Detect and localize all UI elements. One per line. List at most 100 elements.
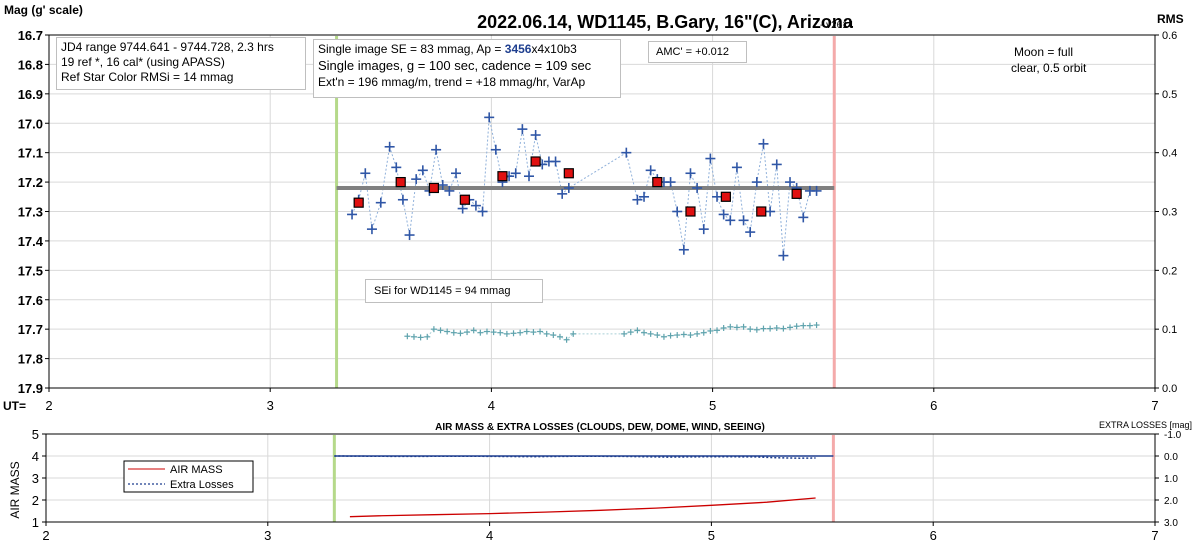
- main-y-tick-label: 16.8: [18, 57, 43, 72]
- sei-point: [444, 328, 451, 335]
- version-label: - v2614: [820, 20, 854, 31]
- observation-point: [550, 156, 561, 167]
- observation-point: [477, 206, 488, 217]
- averaged-point: [459, 194, 470, 205]
- main-x-tick-label: 3: [267, 398, 274, 413]
- observation-point: [811, 185, 822, 196]
- sei-point: [740, 323, 747, 330]
- main-rms-tick-label: 0.2: [1162, 265, 1177, 277]
- observation-point: [639, 191, 650, 202]
- right-axis-label: RMS: [1157, 12, 1184, 26]
- observation-point: [437, 180, 448, 191]
- observation-point: [360, 168, 371, 179]
- observation-point: [563, 182, 574, 193]
- sei-point: [543, 330, 550, 337]
- sei-point: [517, 329, 524, 336]
- observation-point: [698, 224, 709, 235]
- bottom-y-tick-label: 3: [32, 471, 39, 486]
- sei-point: [767, 325, 774, 332]
- sei-point: [647, 330, 654, 337]
- observation-point: [751, 177, 762, 188]
- observation-point: [738, 215, 749, 226]
- observation-point: [484, 112, 495, 123]
- observation-point: [758, 138, 769, 149]
- averaged-point: [791, 188, 802, 199]
- sei-point: [457, 330, 464, 337]
- sei-point: [787, 324, 794, 331]
- moon-phase: Moon = full: [1014, 45, 1074, 59]
- bottom-right-tick-label: 2.0: [1164, 496, 1178, 507]
- extinction-line: Ext'n = 196 mmag/m, trend = +18 mmag/hr,…: [318, 75, 586, 89]
- main-y-tick-label: 17.2: [18, 175, 43, 190]
- observation-point: [705, 153, 716, 164]
- bottom-right-tick-label: 0.0: [1164, 452, 1178, 463]
- observation-point: [530, 130, 541, 141]
- main-y-tick-label: 17.7: [18, 322, 43, 337]
- observation-point: [375, 197, 386, 208]
- averaged-point: [563, 168, 574, 179]
- observation-point: [692, 182, 703, 193]
- sei-point: [733, 324, 740, 331]
- bottom-left-axis-label: AIR MASS: [8, 461, 22, 518]
- sei-point: [714, 327, 721, 334]
- sei-point: [510, 330, 517, 337]
- observation-point: [785, 177, 796, 188]
- left-axis-label: Mag (g' scale): [4, 3, 83, 17]
- single-image-se-text: Single image SE = 83 mmag, Ap =: [318, 42, 505, 56]
- sei-point: [530, 329, 537, 336]
- observation-point: [645, 165, 656, 176]
- legend-extra-losses-label: Extra Losses: [170, 479, 234, 491]
- bottom-x-tick-label: 4: [486, 528, 493, 543]
- info-jd-range: JD4 range 9744.641 - 9744.728, 2.3 hrs: [61, 40, 274, 54]
- sei-point: [667, 332, 674, 339]
- observation-point: [798, 212, 809, 223]
- observation-point: [517, 124, 528, 135]
- sei-point: [523, 328, 530, 335]
- main-y-tick-label: 17.8: [18, 352, 43, 367]
- sei-point: [497, 329, 504, 336]
- sei-point: [707, 327, 714, 334]
- observation-point: [391, 162, 402, 173]
- main-title: 2022.06.14, WD1145, B.Gary, 16"(C), Ariz…: [477, 12, 854, 32]
- averaged-point: [756, 206, 767, 217]
- sei-point: [490, 329, 497, 336]
- main-rms-tick-label: 0.6: [1162, 30, 1177, 42]
- sei-point: [720, 324, 727, 331]
- info-ref-stars: 19 ref *, 16 cal* (using APASS): [61, 55, 225, 69]
- sei-point: [806, 322, 813, 329]
- main-y-tick-label: 16.7: [18, 28, 43, 43]
- moon-note: Moon = full clear, 0.5 orbit: [1011, 44, 1086, 76]
- averaged-point: [530, 156, 541, 167]
- main-y-tick-label: 17.0: [18, 116, 43, 131]
- observation-point: [685, 168, 696, 179]
- bottom-y-tick-label: 4: [32, 449, 39, 464]
- observation-point: [778, 250, 789, 261]
- observation-point: [397, 194, 408, 205]
- observation-point: [411, 174, 422, 185]
- sei-point: [727, 323, 734, 330]
- sei-point: [556, 333, 563, 340]
- legend-box: AIR MASS Extra Losses: [123, 460, 254, 493]
- main-rms-tick-label: 0.5: [1162, 89, 1177, 101]
- sei-point: [747, 326, 754, 333]
- observation-point: [417, 165, 428, 176]
- sei-point: [680, 331, 687, 338]
- sei-point: [563, 336, 570, 343]
- sei-point: [641, 329, 648, 336]
- main-y-tick-label: 17.1: [18, 146, 43, 161]
- observation-point: [457, 203, 468, 214]
- bottom-x-tick-label: 7: [1151, 528, 1158, 543]
- observation-point: [745, 227, 756, 238]
- aperture-value: 3456: [504, 42, 532, 56]
- sei-point: [570, 330, 577, 337]
- averaged-point: [497, 171, 508, 182]
- bottom-y-tick-label: 2: [32, 493, 39, 508]
- main-rms-tick-label: 0.0: [1162, 383, 1177, 395]
- main-y-tick-label: 17.4: [18, 234, 44, 249]
- main-y-tick-label: 17.3: [18, 205, 43, 220]
- sei-point: [674, 332, 681, 339]
- observation-point: [470, 200, 481, 211]
- sei-point: [621, 330, 628, 337]
- sei-point: [634, 327, 641, 334]
- bottom-x-tick-label: 5: [708, 528, 715, 543]
